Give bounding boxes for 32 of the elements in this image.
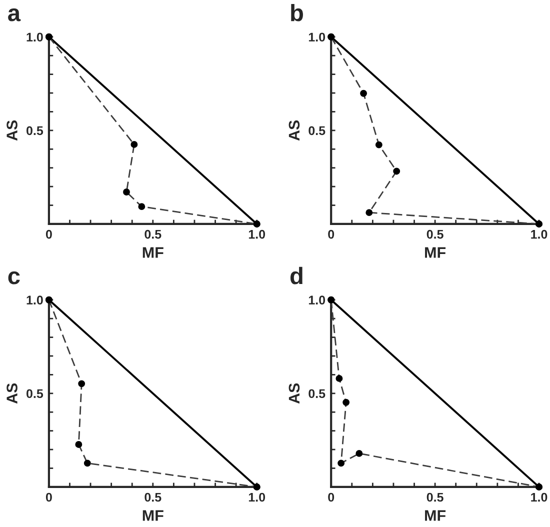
x-tick-label: 0.5	[426, 492, 444, 502]
y-tick-label: 0.5	[308, 126, 326, 136]
y-tick-label: 0.5	[26, 126, 44, 136]
y-tick-label: 1.0	[26, 296, 43, 305]
y-axis-title: AS	[6, 120, 18, 141]
y-axis-title: AS	[288, 383, 300, 404]
y-axis-title: AS	[288, 120, 300, 141]
x-tick-label: 1.0	[531, 230, 548, 239]
y-axis-title: AS	[6, 383, 18, 404]
y-tick-label: 1.0	[308, 32, 326, 42]
x-tick-label: 0.5	[426, 230, 444, 239]
chart-title: b	[291, 4, 303, 22]
x-tick-label: 0.5	[144, 492, 162, 502]
x-tick-label: 1.0	[248, 492, 266, 502]
x-tick-label: 0	[46, 492, 52, 502]
y-tick-label: 0.5	[26, 389, 44, 398]
x-tick-label: 0	[328, 492, 334, 502]
y-tick-label: 1.0	[26, 32, 43, 42]
x-tick-label: 0	[46, 230, 52, 239]
x-tick-label: 0.5	[144, 230, 162, 239]
x-axis-title: MF	[425, 247, 446, 258]
x-tick-label: 1.0	[531, 492, 548, 502]
x-axis-title: MF	[425, 510, 446, 521]
y-tick-label: 1.0	[308, 296, 326, 305]
x-tick-label: 1.0	[248, 230, 266, 239]
x-axis-title: MF	[142, 247, 164, 258]
y-tick-label: 0.5	[308, 389, 326, 398]
chart-title: a	[8, 8, 21, 22]
chart-title: c	[8, 271, 20, 284]
chart-title: d	[290, 266, 302, 284]
x-axis-title: MF	[142, 510, 164, 521]
x-tick-label: 0	[328, 230, 334, 239]
